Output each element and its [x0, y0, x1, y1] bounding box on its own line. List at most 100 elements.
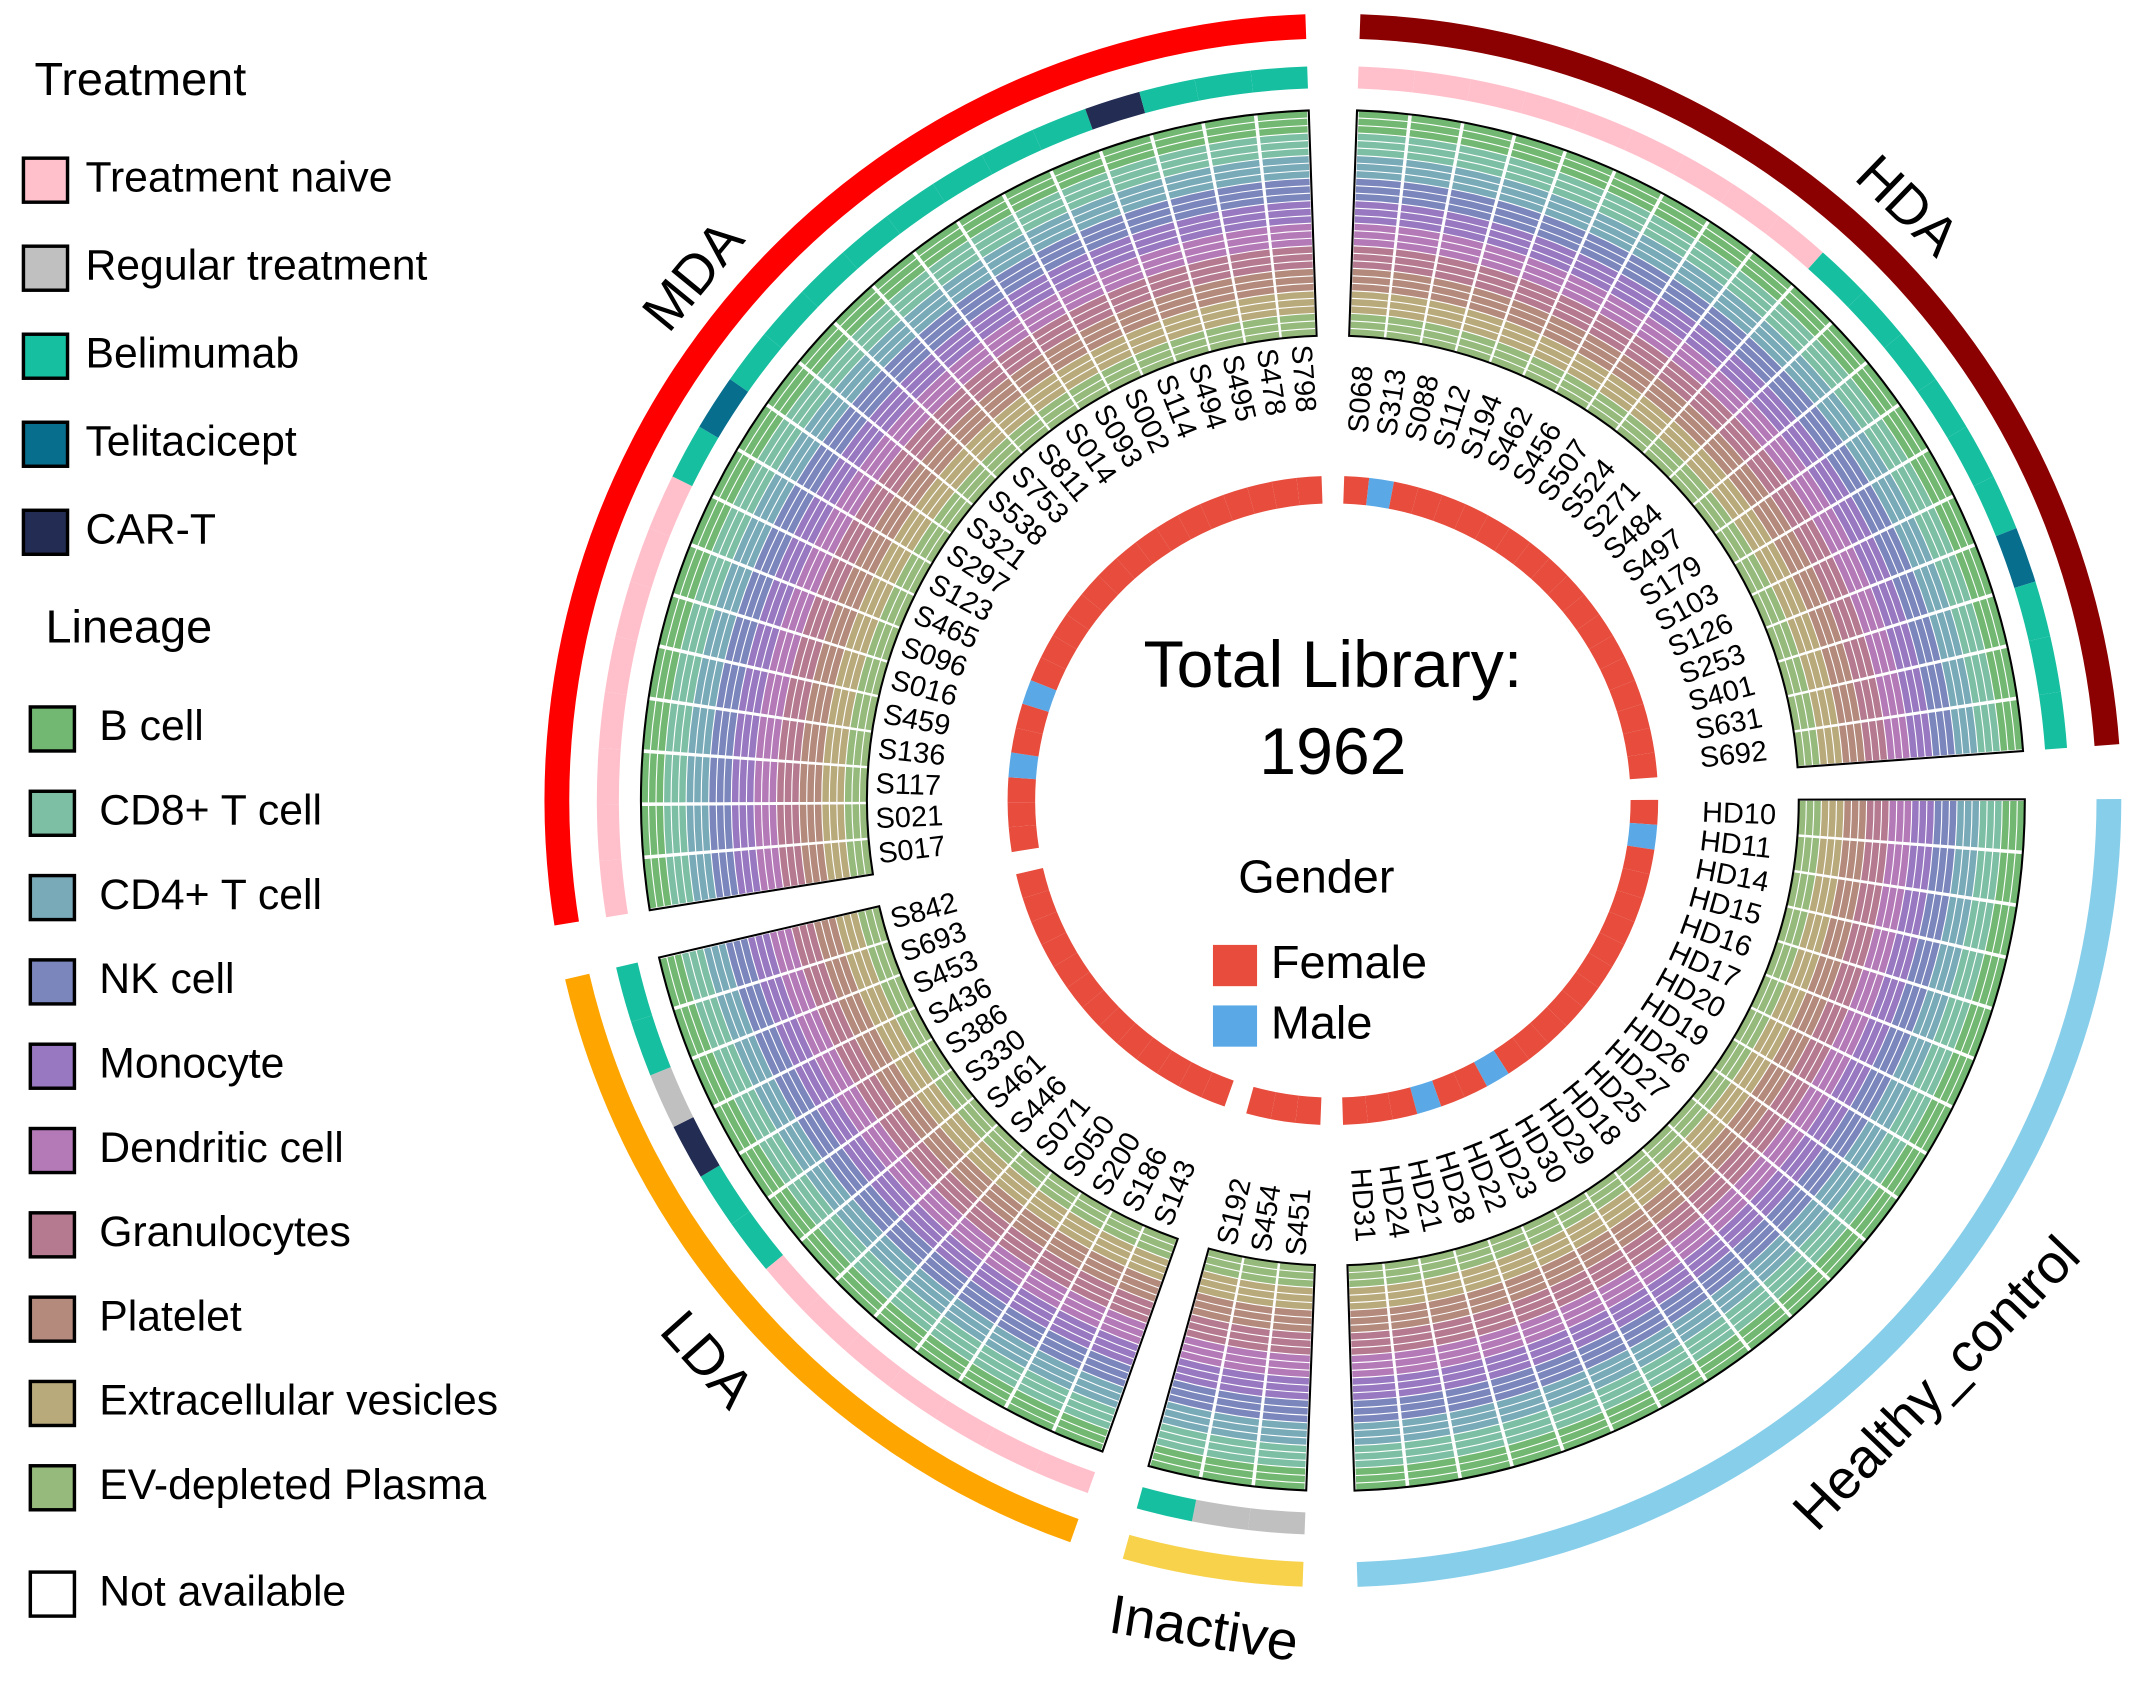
- lineage-cell: [1859, 1021, 1883, 1063]
- lineage-cell: [667, 955, 687, 1005]
- lineage-cell: [1542, 215, 1586, 238]
- gender-cell: [1052, 614, 1090, 650]
- lineage-cell: [1921, 713, 1933, 757]
- lineage-cell: [1920, 565, 1942, 611]
- lineage-cell: [1352, 283, 1390, 293]
- lineage-cell: [1464, 1275, 1502, 1293]
- lineage-cell: [1588, 326, 1626, 353]
- lineage-cell: [831, 842, 843, 879]
- lineage-cell: [1782, 1199, 1818, 1238]
- lineage-cell: [1580, 1237, 1616, 1262]
- lineage-cell: [978, 310, 1017, 340]
- lineage-cell: [842, 1271, 883, 1311]
- lineage-cell: [784, 634, 801, 675]
- lineage-cell: [1396, 242, 1438, 255]
- lineage-cell: [1940, 1055, 1967, 1103]
- lineage-cell: [1598, 205, 1644, 233]
- lineage-cell: [934, 1078, 962, 1111]
- lineage-cell: [790, 440, 821, 482]
- lineage-cell: [865, 1184, 900, 1222]
- lineage-cell: [1941, 501, 1968, 549]
- center-total: 1962: [1259, 715, 1406, 789]
- lineage-cell: [851, 303, 891, 342]
- lineage-cell: [1698, 234, 1742, 268]
- lineage-cell: [671, 805, 681, 854]
- lineage-cell: [1160, 1423, 1208, 1441]
- lineage-cell: [1077, 386, 1110, 410]
- lineage-cell: [680, 549, 704, 598]
- lineage-cell: [839, 955, 858, 993]
- lineage-cell: [856, 1082, 884, 1120]
- lineage-cell: [1458, 1446, 1507, 1464]
- lineage-cell: [1354, 1442, 1402, 1453]
- lineage-cell: [896, 1219, 933, 1254]
- lineage-cell: [1731, 276, 1772, 312]
- lineage-cell: [1714, 370, 1749, 405]
- lineage-cell: [898, 1104, 927, 1139]
- lineage-cell: [741, 850, 754, 894]
- lineage-cell: [1204, 115, 1255, 129]
- lineage-cell: [1210, 144, 1259, 159]
- lineage-cell: [709, 805, 718, 851]
- lineage-cell: [1798, 1042, 1824, 1080]
- lineage-cell: [1979, 598, 1999, 648]
- lineage-cell: [1476, 273, 1516, 291]
- lineage-cell: [911, 1146, 943, 1180]
- gender-cell: [1156, 515, 1191, 552]
- lineage-cell: [1661, 291, 1701, 322]
- lineage-cell: [1926, 994, 1949, 1041]
- lineage-cell: [940, 1122, 970, 1154]
- lineage-cell: [1491, 1233, 1527, 1253]
- lineage-cell: [1912, 892, 1927, 936]
- lineage-cell: [1259, 133, 1309, 144]
- gender-cell: [1008, 824, 1039, 853]
- lineage-cell: [835, 286, 876, 326]
- lineage-cell: [765, 1136, 797, 1180]
- lineage-cell: [921, 432, 953, 466]
- lineage-cell: [888, 1165, 921, 1201]
- lineage-cell: [1881, 1144, 1913, 1189]
- treatment-cell: [844, 1333, 903, 1387]
- lineage-cell: [828, 917, 845, 956]
- lineage-cell: [714, 1105, 744, 1153]
- lineage-cell: [1806, 344, 1843, 385]
- lineage-cell: [1863, 974, 1884, 1016]
- lineage-cell: [1472, 1303, 1512, 1322]
- lineage-cell: [907, 1208, 943, 1243]
- lineage-cell: [945, 453, 974, 485]
- lineage-cell: [1634, 1244, 1672, 1273]
- lineage-cell: [1192, 270, 1232, 286]
- lineage-cell: [1849, 1187, 1885, 1230]
- lineage-cell: [1236, 1294, 1274, 1307]
- lineage-cell: [1424, 322, 1460, 337]
- lineage-cell: [701, 805, 711, 851]
- lineage-cell: [1127, 1261, 1164, 1281]
- lineage-cell: [769, 1026, 793, 1069]
- lineage-cell: [1550, 1391, 1596, 1415]
- lineage-cell: [1696, 1122, 1726, 1154]
- lineage-cell: [1430, 292, 1468, 308]
- lineage-cell: [1390, 1309, 1429, 1322]
- lineage-cell: [1385, 1265, 1421, 1277]
- lineage-cell: [1587, 1350, 1631, 1376]
- lineage-cell: [918, 1198, 953, 1232]
- lineage-cell: [1749, 331, 1787, 368]
- lineage-cell: [875, 391, 909, 428]
- lineage-cell: [1713, 432, 1744, 466]
- lineage-cell: [793, 1178, 828, 1221]
- lineage-cell: [1821, 960, 1841, 999]
- lineage-cell: [1661, 195, 1707, 226]
- lineage-cell: [1088, 1250, 1125, 1273]
- lineage-cell: [1560, 379, 1593, 403]
- lineage-cell: [1934, 560, 1957, 607]
- lineage-cell: [808, 1058, 835, 1099]
- lineage-cell: [777, 431, 808, 475]
- lineage-cell: [1532, 1343, 1575, 1366]
- lineage-cell: [778, 1128, 810, 1171]
- lineage-cell: [797, 1015, 820, 1056]
- lineage-cell: [1788, 1277, 1829, 1316]
- lineage-cell: [907, 1051, 933, 1085]
- lineage-cell: [1439, 1352, 1482, 1368]
- lineage-cell: [981, 1344, 1025, 1375]
- lineage-cell: [1593, 1363, 1638, 1390]
